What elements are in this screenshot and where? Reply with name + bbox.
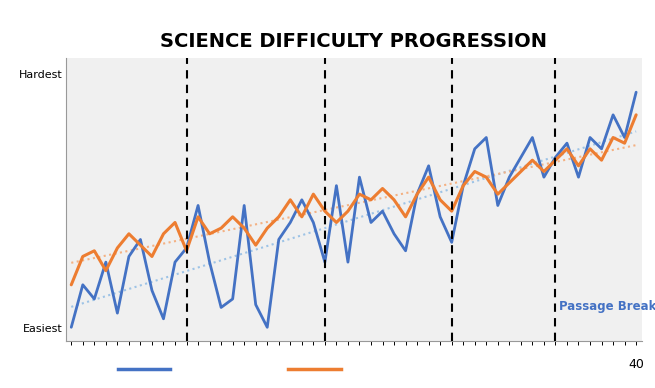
Text: Single Form: Single Form [177, 362, 251, 375]
Text: Passage Breaks: Passage Breaks [559, 300, 655, 313]
Text: Average Across Multiple Forms: Average Across Multiple Forms [347, 362, 539, 375]
Text: Easiest: Easiest [22, 324, 62, 334]
Text: 40: 40 [628, 359, 644, 371]
Title: SCIENCE DIFFICULTY PROGRESSION: SCIENCE DIFFICULTY PROGRESSION [160, 32, 547, 51]
Text: Hardest: Hardest [18, 70, 62, 80]
